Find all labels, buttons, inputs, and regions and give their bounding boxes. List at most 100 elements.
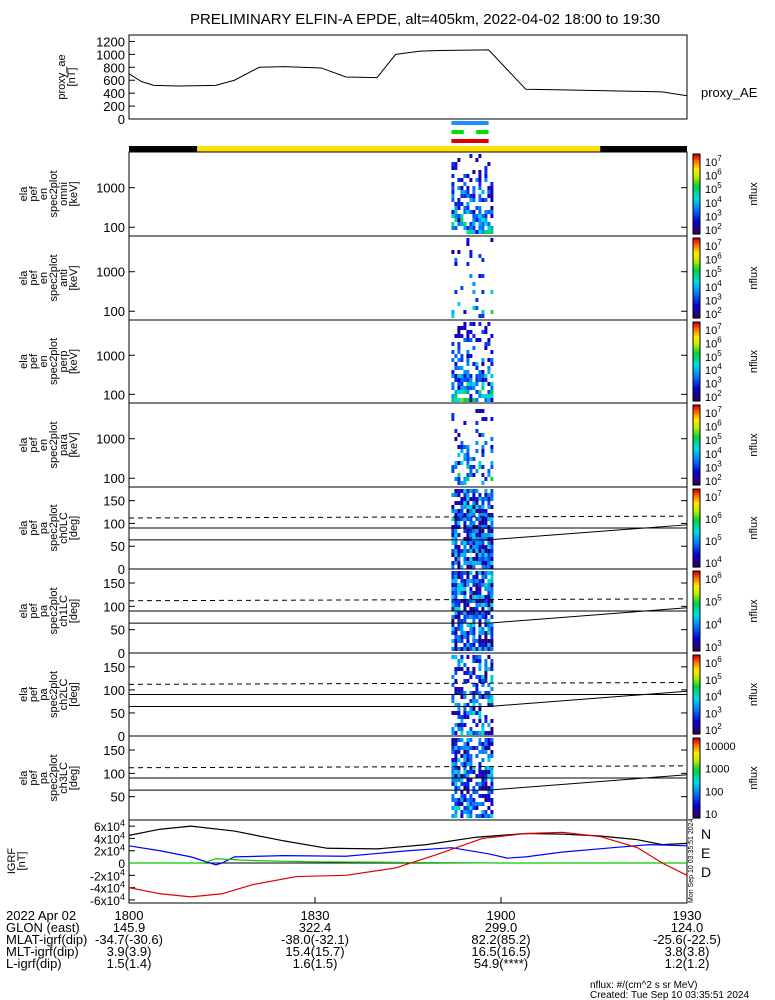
spectrogram-cell — [484, 374, 488, 378]
spectrogram-cell — [490, 766, 494, 770]
spectrogram-cell — [463, 679, 467, 683]
spectrogram-cell — [460, 778, 464, 782]
spectrogram-cell — [484, 166, 488, 170]
colorbar-cell — [693, 292, 700, 295]
spectrogram-cell — [490, 290, 494, 294]
spectrogram-cell — [457, 302, 461, 306]
spectrogram-cell — [472, 707, 476, 711]
spectrogram-cell — [472, 731, 476, 735]
colorbar-cell — [693, 276, 700, 279]
spectrogram-cell — [460, 655, 464, 659]
colorbar-tick-label: 107 — [705, 405, 722, 420]
spectrogram-cell — [466, 802, 470, 806]
spectrogram-cell — [466, 667, 470, 671]
spectrogram-cell — [463, 798, 467, 802]
spectrogram-cell — [481, 190, 485, 194]
spectrogram-cell — [481, 310, 485, 314]
spectrogram-cell — [466, 599, 470, 603]
spectrogram-cell — [469, 762, 473, 766]
colorbar-cell — [693, 188, 700, 191]
colorbar-cell — [693, 198, 700, 201]
spectrogram-cell — [490, 465, 494, 469]
spectrogram-cell — [475, 782, 479, 786]
spectrogram-cell — [490, 461, 494, 465]
spectrogram-cell — [454, 786, 458, 790]
spectrogram-cell — [475, 711, 479, 715]
spectrogram-cell — [475, 731, 479, 735]
spectrogram-cell — [478, 557, 482, 561]
spectrogram-cell — [466, 635, 470, 639]
spectrogram-cell — [478, 178, 482, 182]
spectrogram-cell — [481, 314, 485, 318]
spectrogram-cell — [451, 561, 455, 565]
spectrogram-cell — [451, 166, 455, 170]
spectrogram-cell — [481, 433, 485, 437]
spectrogram-cell — [478, 627, 482, 631]
spectrogram-cell — [460, 647, 464, 651]
spectrogram-cell — [469, 565, 473, 569]
spectrogram-cell — [487, 366, 491, 370]
panel-tick-label: 50 — [111, 623, 125, 638]
colorbar-cell — [693, 451, 700, 454]
spectrogram-cell — [472, 599, 476, 603]
colorbar-cell — [693, 280, 700, 283]
spectrogram-cell — [460, 489, 464, 493]
spectrogram-cell — [466, 533, 470, 537]
spectrogram-cell — [490, 545, 494, 549]
spectrogram-cell — [490, 631, 494, 635]
spectrogram-cell — [466, 457, 470, 461]
spectrogram-cell — [469, 794, 473, 798]
spectrogram-cell — [451, 310, 455, 314]
spectrogram-cell — [454, 671, 458, 675]
spectrogram-cell — [451, 695, 455, 699]
spectrogram-cell — [478, 814, 482, 818]
panel-ylabel-para-line: spec2plot — [48, 421, 60, 468]
spectrogram-cell — [472, 521, 476, 525]
spectrogram-cell — [463, 477, 467, 481]
spectrogram-cell — [451, 727, 455, 731]
colorbar-cell — [693, 780, 700, 783]
colorbar-frame — [692, 570, 701, 652]
spectrogram-cell — [487, 695, 491, 699]
spectrogram-cell — [454, 214, 458, 218]
spectrogram-cell — [454, 553, 458, 557]
colorbar-cell — [693, 539, 700, 543]
colorbar-cell — [693, 180, 700, 183]
spectrogram-cell — [475, 553, 479, 557]
spectrogram-cell — [463, 595, 467, 599]
spectrogram-cell — [484, 587, 488, 591]
spectrogram-cell — [481, 394, 485, 398]
spectrogram-cell — [478, 433, 482, 437]
colorbar-cell — [693, 754, 700, 757]
spectrogram-cell — [475, 449, 479, 453]
spectrogram-cell — [460, 591, 464, 595]
spectrogram-cell — [472, 382, 476, 386]
spectrogram-cell — [451, 583, 455, 587]
panel-ylabel-perp-line: pef — [28, 353, 40, 369]
spectrogram-cell — [487, 639, 491, 643]
spectrogram-cell — [472, 655, 476, 659]
spectrogram-cell — [484, 517, 488, 521]
colorbar-cell — [693, 520, 700, 523]
panel-tick-label: 100 — [103, 471, 125, 486]
panel-ylabel-perp-line: en — [38, 355, 50, 367]
colorbar-cell — [693, 587, 700, 590]
spectrogram-cell — [469, 599, 473, 603]
spectrogram-cell — [481, 549, 485, 553]
colorbar-cell — [693, 395, 700, 398]
colorbar-cell — [693, 502, 700, 506]
spectrogram-cell — [454, 667, 458, 671]
spectrogram-cell — [460, 738, 464, 742]
spectrogram-cell — [469, 517, 473, 521]
spectrogram-cell — [457, 206, 461, 210]
spectrogram-cell — [457, 330, 461, 334]
spectrogram-cell — [463, 770, 467, 774]
spectrogram-cell — [454, 655, 458, 659]
spectrogram-cell — [475, 298, 479, 302]
spectrogram-cell — [463, 762, 467, 766]
panel-ylabel-perp-line: ela — [18, 353, 30, 369]
science-zone-blue-bar — [451, 121, 489, 125]
spectrogram-cell — [460, 286, 464, 290]
spectrogram-cell — [478, 513, 482, 517]
spectrogram-cell — [475, 533, 479, 537]
